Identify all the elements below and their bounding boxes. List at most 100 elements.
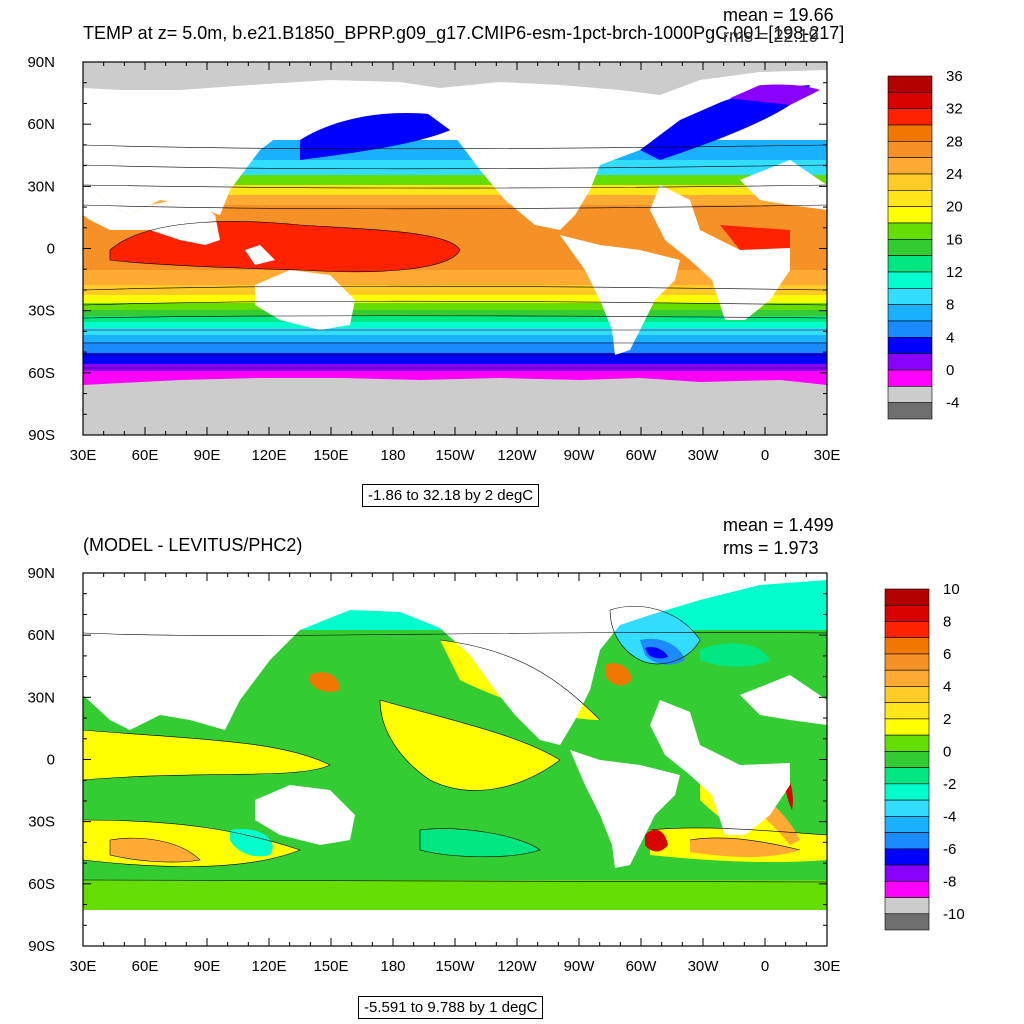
top-x-tick-label: 120E (251, 447, 286, 464)
top-colorbar-cell (887, 320, 933, 338)
top-colorbar-cell (887, 353, 933, 371)
bottom-colorbar-label: -8 (943, 873, 956, 890)
bottom-y-tick-label: 0 (47, 752, 55, 769)
top-colorbar-cell (887, 222, 933, 240)
bottom-panel-rms: rms = 1.973 (723, 538, 819, 558)
bottom-colorbar: 10 8 6 4 2 0 -2 -4 -6 -8 -10 (884, 581, 965, 931)
top-x-tick-label: 180 (380, 447, 405, 464)
bottom-colorbar-cell (884, 653, 930, 671)
bottom-colorbar-cell (884, 848, 930, 866)
bottom-x-tick-label: 150W (435, 958, 475, 975)
top-colorbar-cell (887, 288, 933, 305)
bottom-colorbar-cell (884, 880, 930, 898)
top-x-tick-label: 30E (70, 447, 97, 464)
top-x-tick-label: 30W (688, 447, 720, 464)
top-warm-pool-atlantic (720, 225, 790, 250)
bottom-panel-range-label: -5.591 to 9.788 by 1 degC (358, 996, 544, 1019)
top-x-tick-label: 30E (814, 447, 841, 464)
bottom-colorbar-cell (884, 588, 930, 606)
top-colorbar-cell (887, 304, 933, 322)
top-panel-range-label: -1.86 to 32.18 by 2 degC (362, 484, 540, 507)
top-colorbar: 36 32 28 24 20 16 12 8 4 0 -4 (887, 68, 963, 420)
top-colorbar-cell (887, 173, 933, 191)
top-y-tick-label: 30S (28, 303, 55, 320)
bottom-colorbar-cell (884, 734, 930, 752)
top-sea-ice (83, 62, 827, 435)
bottom-panel-mean: mean = 1.499 (723, 515, 834, 535)
bottom-panel-title: (MODEL - LEVITUS/PHC2) (83, 535, 303, 555)
bottom-colorbar-cell (884, 669, 930, 687)
top-x-tick-label: 60E (132, 447, 159, 464)
top-x-tick-label: 150W (435, 447, 475, 464)
bottom-colorbar-cell (884, 913, 930, 931)
top-colorbar-cell (887, 255, 933, 273)
bottom-colorbar-cell (884, 604, 930, 622)
top-colorbar-cell (887, 75, 933, 93)
bottom-colorbar-cell (884, 637, 930, 655)
bottom-y-tick-label: 30S (28, 814, 55, 831)
bottom-x-tick-label: 30E (814, 958, 841, 975)
top-colorbar-cell (887, 386, 933, 403)
bottom-x-tick-label: 150E (313, 958, 348, 975)
bottom-colorbar-cell (884, 897, 930, 915)
bottom-colorbar-cell (884, 621, 930, 639)
top-colorbar-label: -4 (946, 395, 959, 412)
bottom-x-tick-label: 60E (132, 958, 159, 975)
top-colorbar-cell (887, 141, 933, 158)
top-colorbar-cell (887, 206, 933, 224)
top-colorbar-cell (887, 337, 933, 354)
top-panel-mean: mean = 19.66 (723, 5, 834, 25)
top-y-tick-label: 60N (27, 116, 55, 133)
top-colorbar-label: 24 (946, 166, 963, 183)
bottom-colorbar-label: -10 (943, 906, 965, 923)
bottom-colorbar-label: 2 (943, 711, 951, 728)
bottom-colorbar-cell (884, 702, 930, 720)
top-colorbar-label: 20 (946, 199, 963, 216)
bottom-colorbar-label: 6 (943, 646, 951, 663)
bottom-map (83, 573, 827, 946)
bottom-x-tick-label: 0 (761, 958, 769, 975)
bottom-land (83, 573, 827, 946)
top-y-ticks: 90N 60N 30N 0 30S 60S 90S (27, 54, 827, 444)
top-colorbar-cell (887, 92, 933, 109)
top-colorbar-label: 28 (946, 133, 963, 150)
bottom-colorbar-cell (884, 799, 930, 817)
bottom-colorbar-cell (884, 686, 930, 703)
bottom-colorbar-label: 8 (943, 613, 951, 630)
top-colorbar-label: 4 (946, 329, 954, 346)
top-y-tick-label: 60S (28, 365, 55, 382)
top-x-ticks: 30E 60E 90E 120E 150E 180 150W 120W 90W 60W 30W 0 30… (70, 62, 841, 464)
bottom-colorbar-cell (884, 832, 930, 850)
bottom-colorbar-cell (884, 751, 930, 768)
bottom-x-tick-label: 30E (70, 958, 97, 975)
bottom-colorbar-cell (884, 718, 930, 736)
bottom-colorbar-label: -6 (943, 841, 956, 858)
top-colorbar-cell (887, 271, 933, 289)
top-colorbar-label: 32 (946, 101, 963, 118)
top-x-tick-label: 0 (761, 447, 769, 464)
top-colorbar-cell (887, 369, 933, 387)
top-y-tick-label: 90S (28, 427, 55, 444)
top-colorbar-cell (887, 239, 933, 256)
bottom-x-ticks: 30E 60E 90E 120E 150E 180 150W 120W 90W 60W 30W 0 30… (70, 573, 841, 975)
bottom-colorbar-label: 0 (943, 743, 951, 760)
top-colorbar-cell (887, 124, 933, 142)
bottom-colorbar-cell (884, 816, 930, 833)
bottom-y-tick-label: 90N (27, 565, 55, 582)
top-colorbar-cell (887, 157, 933, 175)
top-x-tick-label: 90E (194, 447, 221, 464)
top-x-tick-label: 150E (313, 447, 348, 464)
top-land (83, 62, 827, 355)
top-colorbar-cell (887, 108, 933, 126)
top-panel-title: TEMP at z= 5.0m, b.e21.B1850_BPRP.g09_g1… (83, 23, 845, 43)
top-y-tick-label: 90N (27, 54, 55, 71)
bottom-x-tick-label: 120W (497, 958, 537, 975)
bottom-y-ticks: 90N 60N 30N 0 30S 60S 90S (27, 565, 827, 955)
top-x-tick-label: 90W (564, 447, 596, 464)
top-panel-rms: rms = 22.19 (723, 26, 819, 46)
top-y-tick-label: 30N (27, 178, 55, 195)
bottom-x-tick-label: 90E (194, 958, 221, 975)
bottom-y-tick-label: 60N (27, 627, 55, 644)
bottom-x-tick-label: 180 (380, 958, 405, 975)
